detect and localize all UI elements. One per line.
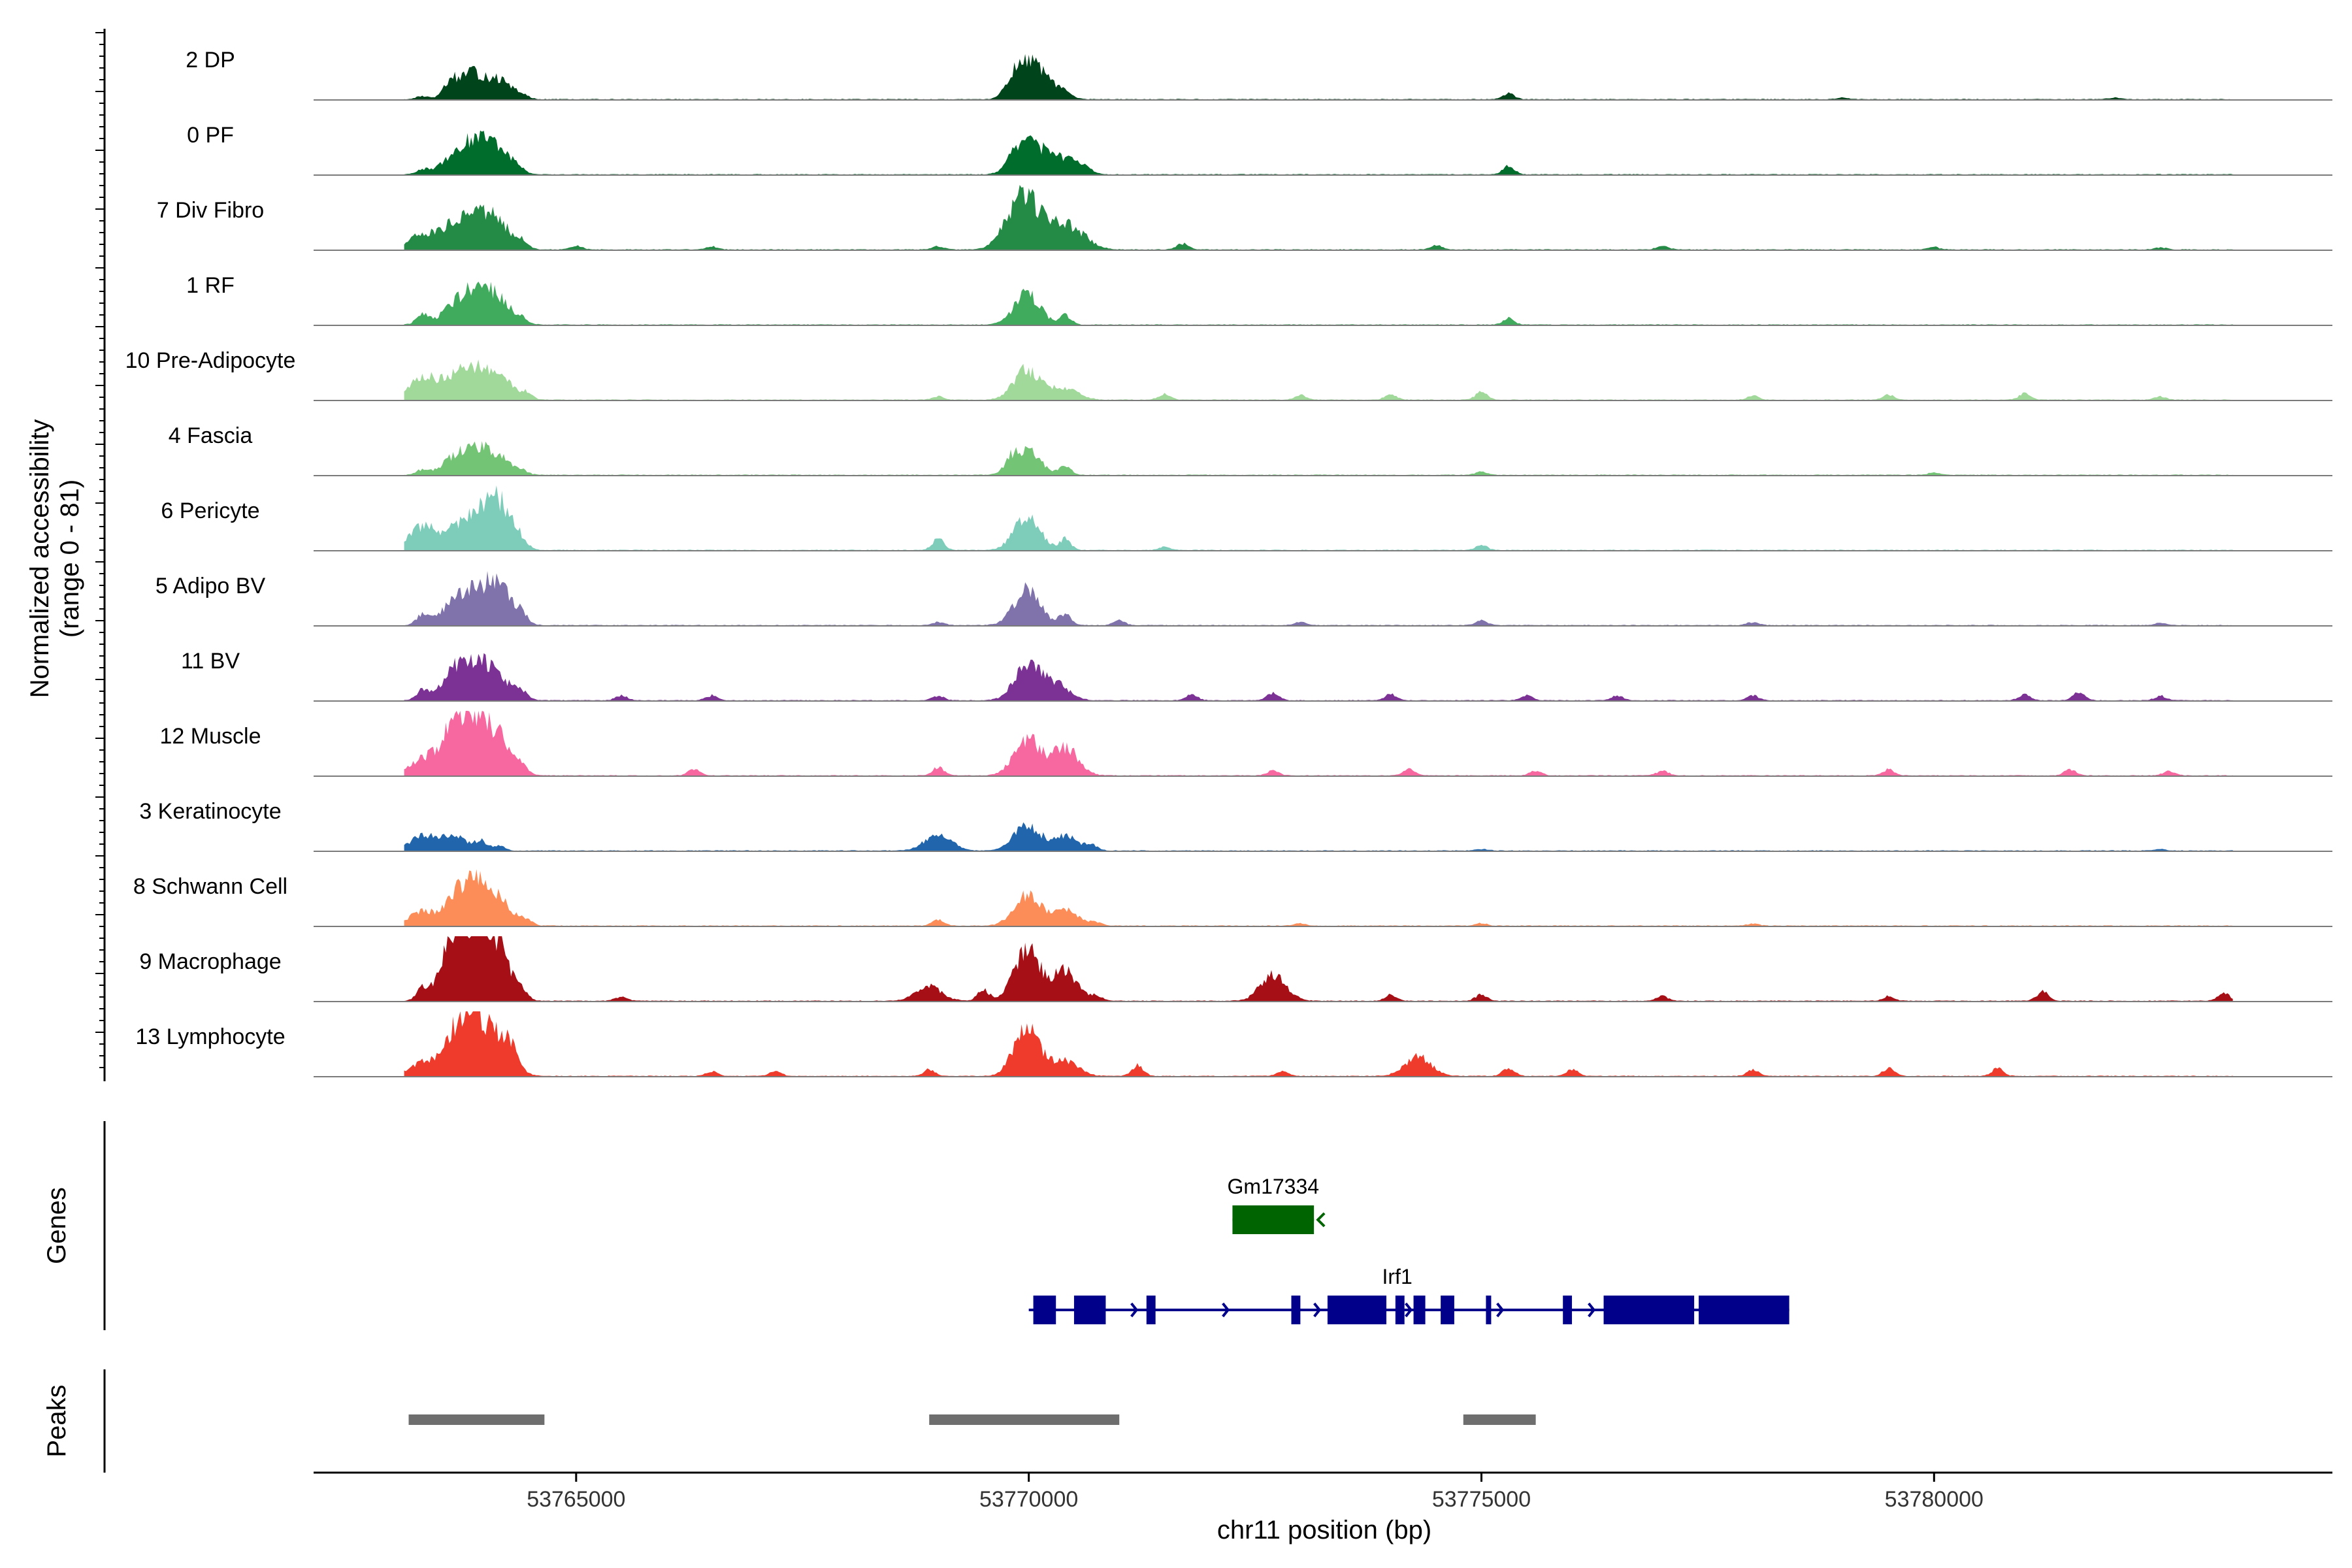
tracks-y-label-range: (range 0 - 81) [56, 480, 84, 638]
track-6-pericyte: 6 Pericyte [161, 485, 2332, 551]
track-signal-area [404, 54, 2233, 100]
track-1-rf: 1 RF [186, 273, 2332, 326]
peaks-panel-label: Peaks [42, 1384, 71, 1457]
track-label: 6 Pericyte [161, 498, 259, 523]
track-label: 9 Macrophage [139, 949, 281, 974]
track-label: 7 Div Fibro [157, 198, 264, 223]
track-label: 4 Fascia [169, 423, 253, 448]
strand-arrow [1316, 1212, 1326, 1228]
track-label: 13 Lymphocyte [135, 1024, 285, 1049]
track-signal-area [404, 711, 2233, 776]
gene-exon [1699, 1296, 1789, 1324]
track-signal-area [404, 1011, 2233, 1077]
track-signal-area [404, 185, 2233, 250]
gene-irf1: Irf1 [1028, 1265, 1789, 1324]
gene-exon [1395, 1296, 1405, 1324]
track-label: 1 RF [186, 273, 235, 298]
strand-arrow [1405, 1302, 1413, 1318]
x-axis-tick-label: 53770000 [979, 1487, 1078, 1512]
gene-exon [1327, 1296, 1386, 1324]
track-signal-area [404, 130, 2233, 175]
track-label: 5 Adipo BV [155, 574, 266, 598]
gene-exon [1146, 1296, 1156, 1324]
track-11-bv: 11 BV [181, 649, 2332, 702]
track-9-macrophage: 9 Macrophage [139, 936, 2332, 1002]
peak-region-bar [1463, 1414, 1536, 1425]
gene-exon [1413, 1296, 1426, 1324]
track-signal-area [404, 822, 2233, 851]
gene-exon [1232, 1205, 1315, 1234]
track-signal-area [404, 485, 2233, 551]
track-signal-area [404, 653, 2233, 701]
gene-exon [1563, 1296, 1573, 1324]
track-0-pf: 0 PF [187, 123, 2332, 176]
strand-arrow [1130, 1302, 1139, 1318]
gene-exon [1291, 1296, 1301, 1324]
track-signal-area [404, 282, 2233, 325]
strand-arrow [1496, 1302, 1505, 1318]
gene-label: Irf1 [1382, 1265, 1413, 1288]
track-5-adipo-bv: 5 Adipo BV [155, 571, 2332, 627]
track-signal-area [404, 571, 2233, 626]
peak-region-bar [408, 1414, 545, 1425]
genes-panel-label: Genes [42, 1187, 71, 1264]
track-7-div-fibro: 7 Div Fibro [157, 185, 2332, 251]
x-axis-tick-label: 53765000 [527, 1487, 625, 1512]
track-label: 3 Keratinocyte [139, 799, 281, 824]
gene-exon [1441, 1296, 1454, 1324]
track-10-pre-adipocyte: 10 Pre-Adipocyte [125, 348, 2332, 401]
gene-annotations: Gm17334 Irf1 [1028, 1175, 1789, 1324]
tracks-y-label: Normalized accessibility [25, 419, 54, 698]
track-signal-area [404, 441, 2233, 476]
strand-arrow [1222, 1302, 1230, 1318]
x-axis-tick-label: 53780000 [1885, 1487, 1984, 1512]
track-4-fascia: 4 Fascia [169, 423, 2332, 476]
track-8-schwann-cell: 8 Schwann Cell [133, 869, 2332, 927]
track-signal-area [404, 936, 2233, 1002]
track-2-dp: 2 DP [186, 48, 2332, 101]
track-label: 10 Pre-Adipocyte [125, 348, 296, 373]
gene-exon [1033, 1296, 1056, 1324]
track-label: 11 BV [181, 649, 240, 674]
x-axis-label: chr11 position (bp) [1217, 1516, 1431, 1544]
gene-exon [1073, 1296, 1106, 1324]
track-3-keratinocyte: 3 Keratinocyte [139, 799, 2332, 852]
gene-gm17334: Gm17334 [1228, 1175, 1326, 1234]
track-13-lymphocyte: 13 Lymphocyte [135, 1011, 2332, 1077]
track-label: 12 Muscle [160, 724, 261, 749]
track-12-muscle: 12 Muscle [160, 711, 2332, 777]
strand-arrow [1588, 1302, 1596, 1318]
peak-region-bar [929, 1414, 1120, 1425]
gene-exon [1603, 1296, 1695, 1324]
coverage-tracks: 2 DP 0 PF 7 Div Fibro 1 RF 10 Pre-Adipocyte 4… [125, 48, 2332, 1077]
track-signal-area [404, 869, 2233, 926]
track-label: 0 PF [187, 123, 234, 148]
gene-exon [1486, 1296, 1492, 1324]
gene-label: Gm17334 [1228, 1175, 1320, 1198]
strand-arrow [1313, 1302, 1322, 1318]
track-label: 2 DP [186, 48, 235, 73]
track-label: 8 Schwann Cell [133, 874, 287, 899]
x-axis-ticks: 53765000 53770000 53775000 53780000 [527, 1473, 1984, 1512]
tracks-y-axis-ticks [95, 32, 105, 1068]
x-axis-tick-label: 53775000 [1432, 1487, 1531, 1512]
peak-regions [408, 1414, 1536, 1425]
track-signal-area [404, 359, 2233, 400]
